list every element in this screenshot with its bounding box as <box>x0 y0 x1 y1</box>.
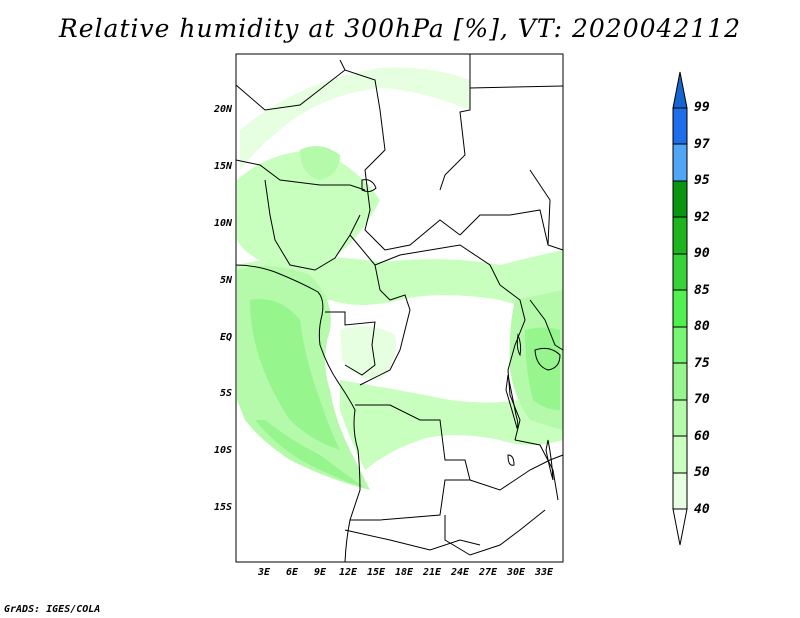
border-kenya-uganda <box>529 299 564 351</box>
lon-label-15e: 15E <box>366 567 386 578</box>
humidity-region-south-congo <box>340 370 563 470</box>
lake-tanganyika <box>505 374 519 430</box>
colorbar-label-70: 70 <box>694 392 710 407</box>
colorbar-label-80: 80 <box>694 319 710 334</box>
humidity-region-east-core <box>525 327 560 410</box>
border-chad-sudan <box>364 149 461 251</box>
border-cameroon-car <box>349 234 391 301</box>
colorbar-segment-above-99 <box>672 71 688 109</box>
colorbar-label-40: 40 <box>694 502 710 517</box>
colorbar-segment-80-85 <box>672 289 688 328</box>
lake-malawi <box>545 439 554 481</box>
colorbar-label-75: 75 <box>694 356 710 371</box>
colorbar-label-99: 99 <box>694 100 710 115</box>
border-angola-drc <box>355 404 471 481</box>
colorbar-segment-95-97 <box>672 143 688 182</box>
colorbar <box>672 71 688 546</box>
country-borders <box>235 54 564 563</box>
lat-label-eq: EQ <box>219 332 232 343</box>
border-south-sudan <box>459 209 564 251</box>
colorbar-segment-50-60 <box>672 435 688 474</box>
border-sudan-north <box>469 85 564 89</box>
lon-label-3e: 3E <box>257 567 271 578</box>
border-zambia <box>469 454 564 491</box>
border-mozambique <box>444 509 546 556</box>
colorbar-label-85: 85 <box>694 283 710 298</box>
humidity-region-core <box>250 299 340 450</box>
colorbar-segment-85-90 <box>672 253 688 291</box>
lat-label-5s: 5S <box>219 388 232 399</box>
lon-label-18e: 18E <box>394 567 414 578</box>
lon-label-27e: 27E <box>478 567 498 578</box>
map-title: Relative humidity at 300hPa [%], VT: 202… <box>58 14 742 43</box>
colorbar-segment-92-95 <box>672 180 688 218</box>
lon-label-24e: 24E <box>450 567 470 578</box>
lon-label-33e: 33E <box>534 567 554 578</box>
lon-label-21e: 21E <box>422 567 442 578</box>
border-tanzania <box>514 439 559 501</box>
lon-label-30e: 30E <box>506 567 526 578</box>
colorbar-segment-40-50 <box>672 472 688 510</box>
border-niger-nigeria <box>235 159 366 191</box>
lon-label-12e: 12E <box>338 567 358 578</box>
border-car <box>374 244 501 286</box>
humidity-region-southwest-shadow <box>255 420 365 488</box>
border-ethiopia <box>529 169 551 246</box>
lakes <box>361 179 561 481</box>
humidity-region-west-africa <box>237 150 380 267</box>
lon-label-6e: 6E <box>285 567 299 578</box>
colorbar-segment-75-80 <box>672 326 688 364</box>
border-nigeria-cameroon <box>264 179 361 271</box>
lat-label-10s: 10S <box>213 445 232 456</box>
colorbar-label-92: 92 <box>694 210 710 225</box>
colorbar-segment-70-75 <box>672 362 688 401</box>
lat-label-20n: 20N <box>213 104 232 115</box>
lon-label-9e: 9E <box>313 567 327 578</box>
humidity-region-north-arc <box>240 67 470 170</box>
lake-chad <box>361 179 377 193</box>
border-congo-drc <box>359 294 411 386</box>
colorbar-label-90: 90 <box>694 246 710 261</box>
coastline-west <box>235 264 361 563</box>
lat-label-15s: 15S <box>213 502 232 513</box>
colorbar-segment-97-99 <box>672 107 688 145</box>
lat-label-5n: 5N <box>219 275 232 286</box>
grads-credit: GrADS: IGES/COLA <box>4 604 101 615</box>
lat-label-15n: 15N <box>213 161 232 172</box>
lat-label-10n: 10N <box>213 218 232 229</box>
lake-victoria <box>534 347 561 371</box>
border-namibia <box>344 529 481 551</box>
humidity-field <box>237 67 563 490</box>
map-frame <box>235 53 564 563</box>
border-gabon <box>325 311 376 376</box>
colorbar-label-60: 60 <box>694 429 710 444</box>
border-egypt-sudan <box>439 54 471 191</box>
colorbar-label-50: 50 <box>694 465 710 480</box>
lake-mweru <box>507 454 515 466</box>
border-drc-east <box>499 284 526 441</box>
colorbar-segment-90-92 <box>672 216 688 255</box>
colorbar-segment-below-40 <box>672 508 688 546</box>
humidity-region-gabon-blob <box>340 326 396 380</box>
humidity-region-sahara-patch <box>300 146 340 180</box>
lake-albert <box>516 333 522 357</box>
colorbar-label-95: 95 <box>694 173 710 188</box>
colorbar-label-97: 97 <box>694 137 710 152</box>
colorbar-segment-60-70 <box>672 399 688 437</box>
border-niger-chad <box>339 59 346 71</box>
border-angola-south <box>350 479 470 521</box>
